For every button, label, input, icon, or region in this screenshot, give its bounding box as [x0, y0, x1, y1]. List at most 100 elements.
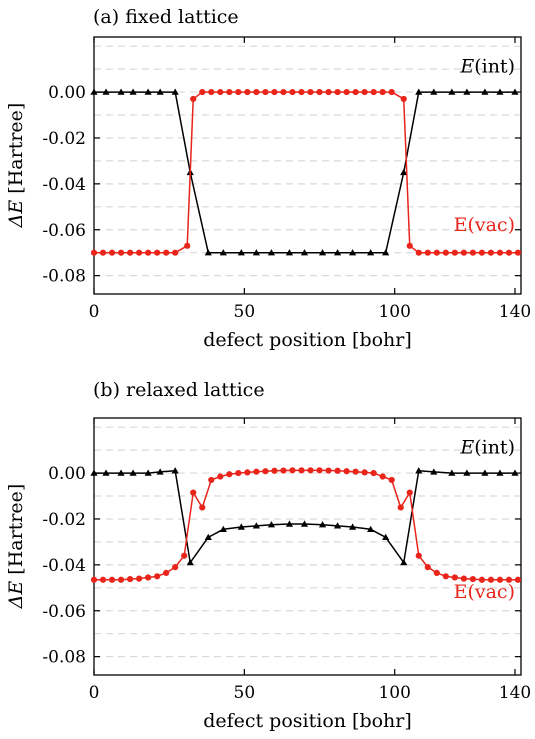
data-point	[190, 489, 197, 496]
data-point	[204, 249, 212, 256]
data-point	[388, 476, 395, 484]
x-tick-label: 100	[378, 302, 410, 322]
data-point	[367, 525, 375, 532]
series-line	[94, 91, 515, 254]
data-point	[117, 88, 125, 95]
data-point	[460, 249, 467, 256]
data-point	[463, 88, 471, 95]
data-point	[505, 576, 513, 583]
data-point	[496, 249, 504, 256]
data-point	[511, 88, 519, 95]
y-axis-label: ΔE [Hartree]	[5, 103, 27, 229]
data-point	[244, 88, 251, 96]
data-point	[442, 249, 449, 256]
data-point	[300, 520, 309, 527]
data-point	[289, 467, 296, 474]
series-label-suffix: (int)	[474, 437, 515, 459]
y-axis-label-symbol: ΔE	[5, 581, 27, 610]
data-point	[217, 88, 224, 96]
data-point	[235, 469, 242, 477]
data-point	[433, 249, 440, 256]
data-point	[406, 489, 413, 496]
data-point	[496, 576, 504, 583]
data-point	[316, 88, 323, 96]
data-point	[237, 523, 245, 530]
y-tick-label: -0.02	[42, 510, 86, 530]
data-point	[415, 88, 423, 95]
data-point	[285, 520, 294, 527]
data-point	[126, 249, 134, 256]
data-point	[190, 95, 197, 103]
data-point	[154, 249, 161, 256]
data-point	[333, 522, 342, 529]
y-tick-label: -0.04	[42, 556, 86, 576]
series-label-symbol: E	[459, 437, 474, 459]
series-label-e-vac: E(vac)	[454, 214, 515, 236]
data-point	[90, 576, 98, 583]
series-label-suffix: (int)	[474, 56, 515, 78]
data-point	[379, 473, 386, 480]
data-point	[90, 88, 98, 95]
data-point	[102, 88, 110, 95]
data-point	[90, 249, 98, 256]
data-point	[99, 249, 107, 256]
data-point	[424, 249, 431, 256]
data-point	[343, 88, 350, 96]
series-label-e-int: E(int)	[459, 56, 515, 78]
series-e-int	[90, 88, 519, 256]
data-point	[102, 469, 110, 476]
data-point	[186, 558, 194, 566]
data-point	[487, 576, 495, 583]
data-point	[325, 88, 332, 96]
data-point	[352, 88, 359, 96]
data-point	[448, 88, 456, 95]
data-point	[349, 523, 357, 530]
data-point	[262, 88, 269, 96]
data-point	[469, 249, 476, 256]
data-point	[300, 249, 309, 256]
data-point	[289, 88, 296, 96]
data-point	[370, 469, 377, 477]
data-point	[514, 249, 522, 256]
data-point	[333, 249, 342, 256]
data-point	[199, 88, 206, 96]
data-point	[145, 574, 152, 581]
data-point	[244, 469, 251, 476]
data-point	[415, 552, 422, 559]
series-e-int	[90, 467, 519, 566]
y-tick-label: -0.08	[42, 267, 86, 287]
data-point	[463, 469, 471, 476]
data-point	[511, 469, 519, 476]
data-point	[481, 88, 489, 95]
data-point	[505, 249, 513, 256]
data-point	[252, 522, 260, 529]
data-point	[90, 469, 98, 476]
data-point	[267, 249, 276, 256]
data-point	[156, 468, 164, 475]
data-point	[451, 574, 458, 581]
data-point	[156, 88, 164, 95]
data-point	[361, 88, 368, 96]
data-point	[237, 249, 245, 256]
data-point	[334, 88, 341, 96]
data-point	[226, 88, 233, 96]
data-point	[415, 467, 423, 474]
data-point	[136, 249, 143, 256]
data-point	[487, 249, 495, 256]
data-point	[262, 468, 269, 475]
series-e-vac	[90, 467, 522, 583]
y-axis-label-unit: [Hartree]	[5, 484, 27, 575]
data-point	[271, 88, 278, 96]
plot-frame	[93, 417, 522, 676]
y-axis-label-symbol: ΔE	[5, 200, 27, 229]
data-point	[163, 249, 170, 256]
data-point	[129, 469, 137, 476]
data-point	[415, 249, 422, 256]
chart-title: (b) relaxed lattice	[93, 379, 265, 401]
data-point	[400, 95, 407, 103]
data-point	[433, 569, 440, 576]
data-point	[430, 88, 438, 95]
data-point	[208, 88, 215, 96]
data-point	[349, 249, 357, 256]
data-point	[280, 467, 287, 474]
